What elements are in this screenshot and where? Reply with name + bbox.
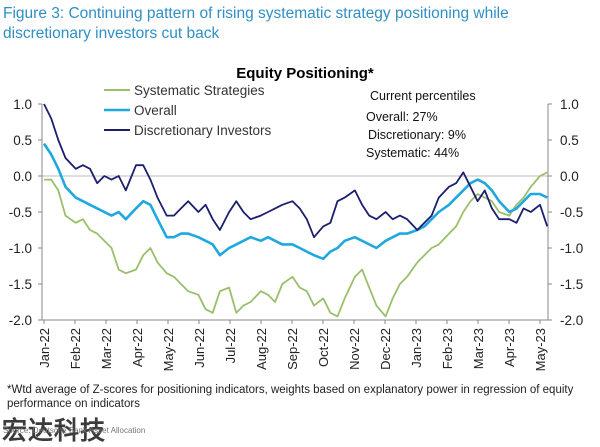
y-tick-label-right: -1.0 <box>560 241 583 256</box>
series-line-overall <box>42 142 548 261</box>
x-tick-label: Apr-23 <box>502 328 517 367</box>
annotation-heading: Current percentiles <box>370 89 476 103</box>
y-tick-label-left: -2.0 <box>9 313 32 328</box>
y-tick-label-right: -1.5 <box>560 277 583 292</box>
y-tick-label-right: -0.5 <box>560 205 583 220</box>
footnote: *Wtd average of Z-scores for positioning… <box>7 384 574 410</box>
series-line-systematic-strategies <box>44 171 548 318</box>
y-tick-label-left: -1.0 <box>9 241 32 256</box>
x-tick-label: Aug-22 <box>254 328 269 370</box>
x-tick-label: Apr-22 <box>130 328 145 367</box>
y-tick-label-left: -0.5 <box>9 205 32 220</box>
x-tick-label: Feb-23 <box>440 328 455 369</box>
x-tick-label: Dec-22 <box>378 328 393 370</box>
x-tick-label: Mar-22 <box>99 328 114 369</box>
legend-label: Systematic Strategies <box>134 83 265 98</box>
x-tick-label: May-22 <box>161 328 176 371</box>
x-tick-label: Jan-23 <box>409 328 424 368</box>
y-tick-label-right: 0.0 <box>560 169 579 184</box>
source-note: Source: Deutsche Bank Asset Allocation <box>3 426 146 435</box>
chart-title: Equity Positioning* <box>236 65 374 82</box>
x-tick-label: Jun-22 <box>192 328 207 368</box>
x-tick-label: Jan-22 <box>37 328 52 368</box>
y-tick-label-left: 0.0 <box>13 169 32 184</box>
y-tick-label-right: 1.0 <box>560 97 579 112</box>
series-line-discretionary-investors <box>43 103 549 239</box>
x-tick-label: Oct-22 <box>316 328 331 367</box>
watermark-logo: 宏达科技 <box>2 416 107 445</box>
x-tick-label: Mar-23 <box>471 328 486 369</box>
annotation-line: Systematic: 44% <box>366 146 459 160</box>
y-tick-label-left: 1.0 <box>13 97 32 112</box>
x-tick-label: Nov-22 <box>347 328 362 370</box>
x-tick-label: Feb-22 <box>68 328 83 369</box>
legend-label: Discretionary Investors <box>134 123 272 138</box>
x-tick-label: Jul-22 <box>223 328 238 363</box>
annotation-line: Discretionary: 9% <box>368 128 466 142</box>
legend-label: Overall <box>134 103 177 118</box>
y-tick-label-left: -1.5 <box>9 277 32 292</box>
x-tick-label: May-23 <box>533 328 548 371</box>
figure-title: Figure 3: Continuing pattern of rising s… <box>3 5 509 42</box>
annotation-line: Overall: 27% <box>366 110 438 124</box>
y-tick-label-left: 0.5 <box>13 133 32 148</box>
x-tick-label: Sep-22 <box>285 328 300 370</box>
y-tick-label-right: 0.5 <box>560 133 579 148</box>
y-tick-label-right: -2.0 <box>560 313 583 328</box>
